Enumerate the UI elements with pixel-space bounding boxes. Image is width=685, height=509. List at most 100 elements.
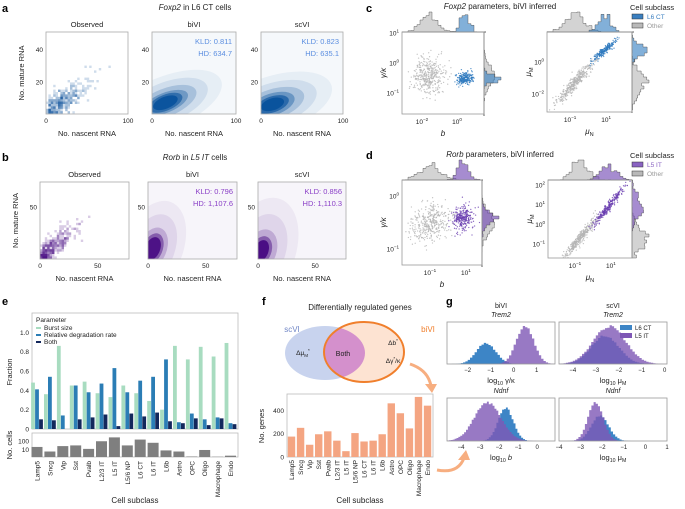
density-level [153, 95, 178, 111]
scatter-point-other [429, 60, 431, 63]
legend-title: Cell subclass [630, 151, 674, 160]
scatter-point-other [437, 65, 439, 67]
bar-burst-size [173, 345, 177, 429]
scatter-point-other [575, 249, 577, 251]
scatter-point-other [419, 216, 421, 218]
scatter-point-other [437, 214, 439, 216]
scatter-point-other [591, 226, 593, 228]
scatter-point-other [434, 74, 436, 76]
heatmap-area [152, 32, 236, 114]
density-cell [47, 244, 50, 247]
scatter-point-l6-ct [613, 47, 615, 49]
scatter-point-other [559, 100, 561, 103]
scatter-point-l6-ct [463, 74, 465, 77]
density-cell [65, 89, 68, 92]
density-cell [62, 99, 66, 102]
scatter-point-l5-it [456, 232, 458, 235]
scatter-point-other [436, 223, 438, 225]
scatter-point-l6-ct [592, 63, 594, 65]
text-part: Rorb [446, 150, 464, 159]
scatter-point-l6-ct [599, 53, 602, 56]
scatter-point-other [430, 235, 432, 238]
density-cell [61, 246, 64, 250]
density-cell [40, 254, 43, 257]
scatter-point-other [569, 81, 571, 84]
scatter-point-l5-it [459, 234, 461, 236]
x-tick-label: Vip [307, 460, 314, 470]
panel-label-b: b [2, 152, 9, 164]
density-cell [42, 254, 45, 257]
scatter-point-other [431, 209, 434, 212]
density-cell [84, 89, 87, 92]
density-cell [48, 94, 51, 97]
scatter-point-l6-ct [463, 72, 466, 75]
tick-base: 0 [280, 455, 284, 462]
y-axis-label: γ/κ [379, 67, 388, 78]
scatter-point-other [436, 87, 438, 89]
scatter-point-l5-it [458, 216, 460, 218]
density-cell [76, 222, 79, 226]
tick-base: 10 [452, 119, 460, 126]
scatter-point-other [433, 72, 435, 75]
scatter-point-other [572, 248, 574, 250]
scatter-point-other [415, 73, 418, 75]
scatter-point-other [423, 57, 425, 60]
bar-burst-size [31, 382, 35, 429]
scatter-point-other [418, 225, 420, 228]
scatter-point-other [436, 72, 439, 74]
density-cell [54, 237, 57, 240]
density-cell [52, 239, 55, 242]
scatter-point-other [579, 233, 582, 235]
x-tick-label: Astro [176, 461, 183, 477]
tick-base: 40 [251, 47, 259, 54]
scatter-point-other [419, 78, 422, 81]
scatter-point-other [447, 216, 450, 219]
density-cell [49, 244, 52, 247]
subplot-title: Observed [71, 20, 104, 29]
scatter-point-other [577, 80, 580, 82]
text-part: Δμ [296, 350, 304, 357]
scatter-point-l5-it [467, 214, 470, 217]
bar-gene-count [333, 440, 341, 457]
density-cell [55, 111, 58, 114]
density-cell [79, 92, 82, 95]
bar-gene-count [296, 427, 305, 457]
legend-swatch [631, 22, 644, 29]
scatter-point-l5-it [624, 184, 626, 186]
x-tick-label: −2 [599, 445, 607, 451]
scatter-point-l6-ct [606, 51, 608, 54]
scatter-point-other [416, 230, 419, 232]
scatter-point-l6-ct [456, 83, 458, 86]
scatter-point-l5-it [619, 186, 621, 188]
bar-burst-size [82, 381, 87, 429]
density-cell [60, 96, 63, 100]
density-cell [52, 256, 55, 259]
scatter-point-other [415, 82, 417, 84]
scatter-point-l6-ct [457, 76, 459, 79]
scatter-point-other [577, 237, 580, 239]
density-cell [64, 242, 67, 245]
density-cell [49, 249, 52, 252]
venn-bivi-only-text: Δγ*/κ [386, 356, 401, 365]
scatter-point-other [438, 211, 440, 213]
scatter-point-l6-ct [466, 79, 468, 81]
density-cell [54, 244, 57, 247]
density-cell [58, 101, 61, 104]
scatter-point-other [422, 76, 425, 78]
scatter-point-l5-it [629, 180, 631, 183]
scatter-point-l5-it [613, 197, 616, 199]
density-cell [74, 94, 78, 97]
scatter-point-other [419, 82, 421, 85]
scatter-point-other [570, 88, 572, 90]
tick-base: 10 [389, 30, 397, 37]
scatter-point-l6-ct [460, 75, 463, 77]
scatter-point-other [428, 56, 431, 58]
scatter-point-l5-it [616, 201, 619, 203]
scatter-point-other [447, 207, 449, 210]
density-cell [47, 249, 50, 252]
density-cell [67, 92, 70, 95]
density-cell [49, 256, 52, 259]
scatter-point-other [444, 65, 446, 67]
scatter-point-l5-it [464, 227, 467, 229]
scatter-point-other [574, 240, 576, 243]
